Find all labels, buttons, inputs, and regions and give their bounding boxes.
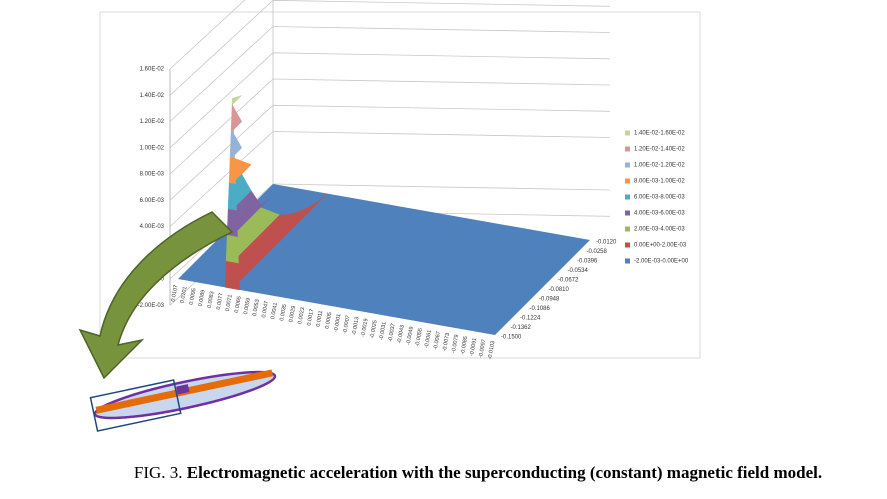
legend-swatch [625, 258, 630, 264]
x-tick-label: 0.0035 [279, 304, 288, 322]
depth-tick-label: -0.1362 [511, 325, 532, 331]
legend-label: 6.00E-03-8.00E-03 [634, 195, 685, 201]
z-tick-label: 1.20E-02 [140, 119, 165, 125]
legend-swatch [625, 146, 630, 152]
legend-swatch [625, 242, 630, 248]
caption-label: FIG. 3. [134, 463, 183, 482]
disk [89, 369, 277, 432]
surface-face [231, 98, 233, 106]
x-tick-label: -0.0085 [460, 336, 469, 355]
z-tick-label: 1.00E-02 [140, 145, 165, 151]
legend-label: -2.00E-03-0.00E+00 [634, 259, 689, 265]
x-tick-label: -0.0061 [424, 329, 433, 348]
x-tick-label: -0.0091 [469, 337, 478, 356]
surface-face [225, 234, 239, 264]
legend-swatch [625, 226, 630, 232]
x-tick-label: 0.0095 [189, 288, 198, 306]
caption: FIG. 3. Electromagnetic acceleration wit… [134, 463, 822, 482]
disk-marker [176, 384, 190, 395]
caption-text: Electromagnetic acceleration with the su… [187, 463, 822, 482]
chart: 1.60E-02 1.40E-02 1.20E-02 1.00E-02 8.00E-03… [138, 0, 689, 360]
x-tick-label: -0.0067 [433, 331, 442, 350]
depth-tick-label: -0.0672 [558, 278, 579, 284]
surface-face [224, 260, 240, 291]
disk-highlight [89, 379, 182, 432]
x-tick-label: 0.0047 [261, 301, 270, 319]
x-tick-label: -0.0001 [333, 313, 342, 332]
x-tick-label: -0.0013 [351, 317, 360, 336]
x-tick-label: 0.0077 [216, 293, 225, 311]
x-tick-label: 0.0089 [198, 289, 207, 307]
legend-swatch [625, 194, 630, 200]
z-tick-label: -2.00E-03 [138, 303, 165, 309]
z-tick-label: 1.60E-02 [140, 67, 165, 73]
x-tick-label: 0.0071 [225, 294, 234, 312]
x-tick-label: 0.0005 [325, 312, 334, 330]
x-tick-label: 0.0041 [270, 302, 279, 320]
surface-face [227, 182, 237, 211]
x-tick-label: 0.0083 [207, 291, 216, 309]
x-tick-label: 0.0053 [252, 299, 261, 317]
depth-tick-label: -0.0396 [577, 259, 598, 265]
legend-swatch [625, 178, 630, 184]
x-tick-label: 0.0023 [297, 307, 306, 325]
depth-tick-label: -0.0810 [549, 287, 570, 293]
z-tick-label: 6.00E-03 [140, 198, 165, 204]
depth-tick-label: -0.1500 [501, 335, 522, 341]
depth-tick-label: -0.0534 [568, 268, 589, 274]
x-tick-label: 0.0011 [316, 310, 325, 327]
depth-tick-label: -0.0120 [596, 240, 617, 246]
legend-swatch [625, 162, 630, 168]
depth-tick-label: -0.1086 [530, 306, 551, 312]
surface-face [228, 156, 236, 185]
legend-label: 0.00E+00-2.00E-03 [634, 243, 687, 249]
x-tick-label: -0.0055 [415, 328, 424, 347]
x-tick-label: -0.0073 [442, 333, 451, 352]
z-tick-label: 4.00E-03 [140, 224, 165, 230]
legend-label: 2.00E-03-4.00E-03 [634, 227, 685, 233]
x-tick-label: 0.0059 [243, 297, 252, 315]
x-tick-label: -0.0097 [478, 339, 487, 358]
x-tick-label: -0.0049 [406, 326, 415, 345]
x-tick-label: -0.0043 [397, 325, 406, 344]
legend-swatch [625, 130, 630, 136]
surface-face [229, 130, 235, 158]
x-tick-label: -0.0079 [451, 334, 460, 353]
legend-swatch [625, 210, 630, 216]
depth-tick-label: -0.0948 [539, 297, 560, 303]
x-tick-label: -0.0103 [487, 341, 496, 360]
legend-label: 8.00E-03-1.00E-02 [634, 179, 685, 185]
depth-tick-label: -0.0258 [587, 249, 608, 255]
legend-label: 1.00E-02-1.20E-02 [634, 163, 685, 169]
x-tick-label: 0.0017 [306, 309, 315, 327]
x-tick-label: -0.0019 [360, 318, 369, 337]
z-tick-label: 8.00E-03 [140, 172, 165, 178]
legend-label: 1.20E-02-1.40E-02 [634, 147, 685, 153]
legend-label: 1.40E-02-1.60E-02 [634, 131, 685, 137]
z-tick-label: 1.40E-02 [140, 93, 165, 99]
grid-line [169, 0, 246, 70]
arrow [78, 211, 234, 380]
x-tick-label: -0.0031 [379, 321, 388, 340]
x-tick-label: 0.0029 [288, 305, 297, 323]
x-tick-label: 0.0107 [171, 285, 180, 303]
x-tick-label: -0.0025 [370, 320, 379, 339]
x-tick-label: -0.0037 [388, 323, 397, 342]
x-tick-label: 0.0101 [180, 286, 189, 304]
legend-label: 4.00E-03-6.00E-03 [634, 211, 685, 217]
x-tick-label: 0.0065 [234, 296, 243, 314]
x-tick-label: -0.0007 [342, 315, 351, 334]
depth-tick-label: -0.1224 [520, 316, 541, 322]
